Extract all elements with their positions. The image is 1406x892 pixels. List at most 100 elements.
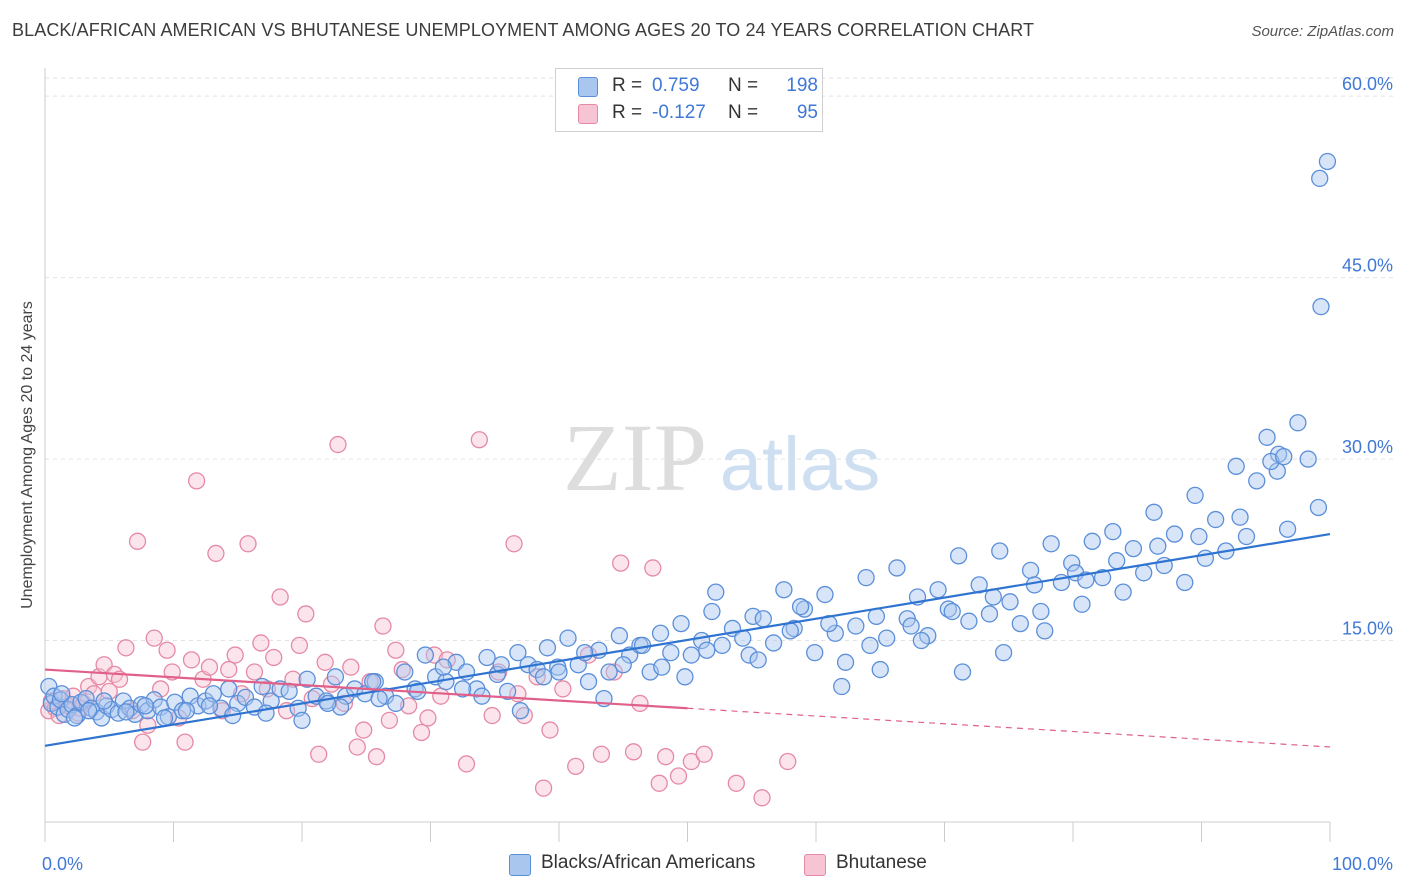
data-point-black-african-american — [1011, 614, 1029, 633]
data-point-black-african-american — [1311, 169, 1329, 188]
tick-labels: 15.0% 30.0% 45.0% 60.0% 0.0% 100.0% — [42, 74, 1393, 874]
data-point-black-african-american — [1124, 539, 1143, 558]
x-tick-label-min: 0.0% — [42, 854, 83, 874]
data-point-black-african-american — [861, 636, 879, 655]
data-point-black-african-american — [293, 711, 311, 730]
data-point-bhutanese — [612, 554, 630, 572]
data-point-bhutanese — [753, 789, 771, 807]
data-point-black-african-american — [370, 689, 388, 708]
y-tick-label: 30.0% — [1342, 437, 1393, 457]
data-point-black-african-american — [1258, 428, 1276, 446]
data-point-bhutanese — [176, 733, 194, 751]
data-point-bhutanese — [200, 658, 219, 676]
data-point-black-african-american — [1145, 503, 1163, 521]
data-point-black-african-american — [40, 677, 58, 696]
data-point-black-african-american — [740, 646, 758, 664]
y-tick-label: 45.0% — [1342, 256, 1393, 276]
data-point-bhutanese — [187, 472, 206, 490]
data-point-black-african-american — [806, 643, 824, 662]
correlation-legend: R = 0.759 N = 198 R = -0.127 N = 95 — [555, 68, 823, 132]
data-point-bhutanese — [541, 721, 559, 739]
data-point-bhutanese — [592, 745, 611, 763]
data-point-black-african-american — [651, 624, 670, 642]
bhutanese-points — [40, 431, 797, 807]
data-point-black-african-american — [614, 656, 632, 674]
y-tick-label: 60.0% — [1342, 74, 1393, 94]
data-point-black-african-american — [949, 547, 968, 565]
data-point-bhutanese — [220, 660, 238, 679]
data-point-bhutanese — [534, 779, 553, 797]
y-tick-label: 15.0% — [1342, 619, 1393, 639]
trend-lines — [44, 532, 1331, 748]
legend-label-bhutanese: Bhutanese — [836, 852, 927, 873]
data-point-black-african-american — [498, 682, 517, 700]
data-point-black-african-american — [492, 656, 510, 674]
legend-r-label: R = — [612, 75, 643, 96]
legend-n-label: N = — [728, 102, 759, 123]
data-point-black-african-american — [672, 614, 690, 633]
data-point-black-african-american — [1036, 622, 1054, 640]
data-point-bhutanese — [412, 723, 431, 742]
data-point-black-african-american — [991, 542, 1009, 560]
data-point-black-african-american — [744, 607, 762, 625]
data-point-black-african-american — [1104, 523, 1122, 541]
data-point-black-african-american — [836, 653, 855, 671]
data-point-black-african-american — [600, 663, 618, 681]
data-point-black-african-american — [1176, 573, 1194, 592]
data-point-bhutanese — [624, 743, 643, 761]
data-point-black-african-american — [1001, 593, 1019, 611]
data-point-black-african-american — [713, 636, 731, 655]
data-point-black-african-american — [929, 581, 947, 599]
data-point-black-african-american — [53, 685, 71, 703]
data-point-black-african-american — [387, 694, 405, 713]
data-point-bhutanese — [567, 757, 585, 776]
data-point-black-african-american — [95, 692, 113, 710]
data-point-black-african-american — [1309, 498, 1328, 517]
data-point-bhutanese — [380, 711, 399, 730]
data-point-black-african-american — [676, 668, 694, 686]
data-point-bhutanese — [207, 544, 225, 563]
data-point-black-african-american — [878, 629, 896, 647]
data-point-bhutanese — [425, 646, 444, 664]
data-point-black-african-american — [453, 680, 472, 698]
data-point-black-african-american — [857, 568, 875, 587]
data-point-black-african-american — [980, 605, 999, 623]
legend-swatch-pink — [578, 104, 598, 124]
axes — [44, 68, 1331, 842]
data-point-bhutanese — [727, 774, 745, 792]
data-point-black-african-american — [1231, 508, 1249, 526]
data-point-black-african-american — [902, 617, 920, 635]
data-point-black-african-american — [703, 602, 721, 621]
data-point-black-african-american — [200, 697, 219, 715]
data-point-black-african-american — [847, 617, 865, 635]
data-point-black-african-american — [1135, 564, 1153, 582]
data-point-bhutanese — [182, 651, 201, 669]
data-point-bhutanese — [271, 588, 289, 606]
data-point-black-african-american — [682, 646, 701, 664]
data-point-bhutanese — [245, 663, 264, 681]
data-point-black-african-american — [364, 673, 382, 691]
trend-line-blacks — [44, 532, 1331, 747]
data-point-black-african-american — [1275, 448, 1293, 466]
data-point-bhutanese — [342, 658, 360, 676]
data-point-bhutanese — [290, 636, 309, 655]
data-point-bhutanese — [657, 748, 675, 766]
data-point-black-african-american — [749, 651, 767, 669]
data-point-black-african-american — [416, 646, 435, 664]
trend-line-bhutanese-extrapolated — [687, 707, 1331, 748]
data-point-black-african-american — [764, 634, 783, 652]
legend-n-value: 95 — [796, 102, 818, 123]
data-point-black-african-american — [1190, 527, 1208, 546]
data-point-black-african-american — [509, 643, 527, 662]
data-point-black-african-american — [994, 643, 1013, 662]
data-point-bhutanese — [631, 694, 649, 713]
data-point-black-african-american — [960, 612, 978, 630]
data-point-bhutanese — [310, 745, 328, 763]
data-point-bhutanese — [100, 682, 118, 700]
data-point-black-african-american — [478, 648, 496, 667]
data-point-black-african-american — [1318, 152, 1337, 171]
data-point-black-african-american — [1268, 462, 1286, 480]
legend-r-value: 0.759 — [652, 75, 700, 96]
data-point-bhutanese — [252, 634, 270, 652]
